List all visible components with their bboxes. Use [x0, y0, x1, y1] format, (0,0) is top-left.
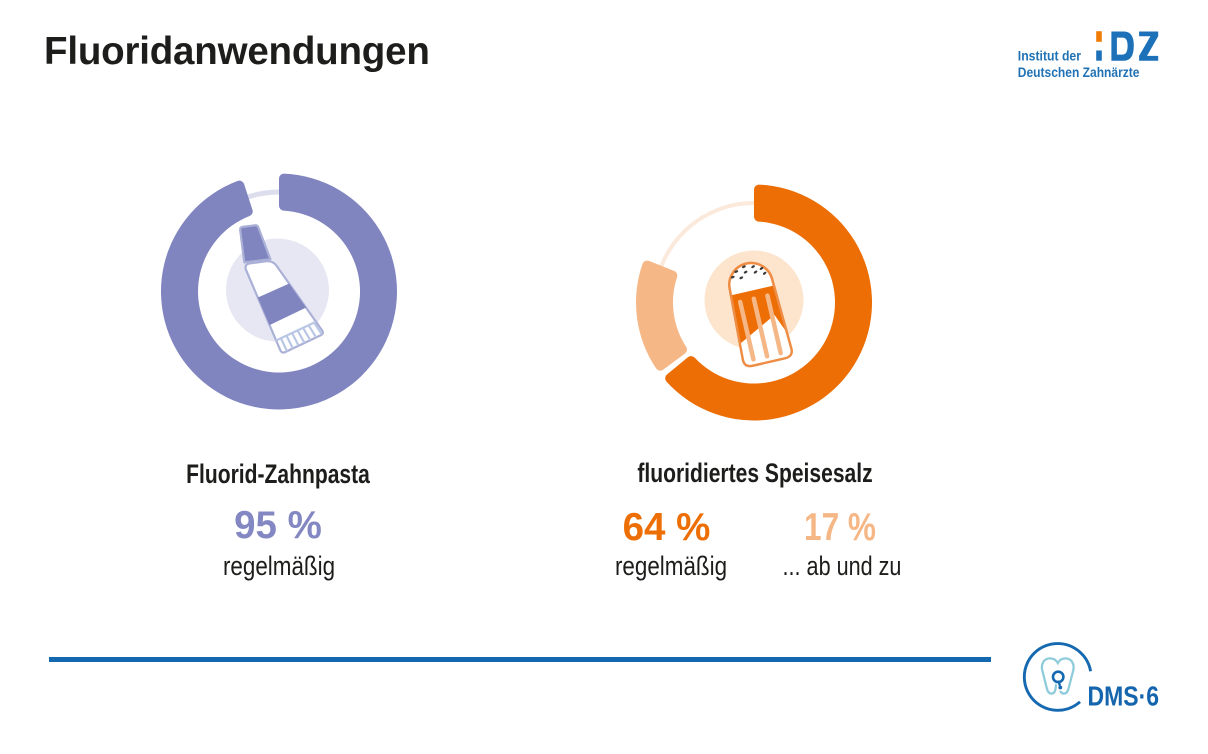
svg-text:Deutschen Zahnärzte: Deutschen Zahnärzte: [1018, 64, 1140, 80]
svg-text:Institut der: Institut der: [1018, 48, 1082, 64]
svg-text:DMS·6: DMS·6: [1088, 681, 1160, 712]
